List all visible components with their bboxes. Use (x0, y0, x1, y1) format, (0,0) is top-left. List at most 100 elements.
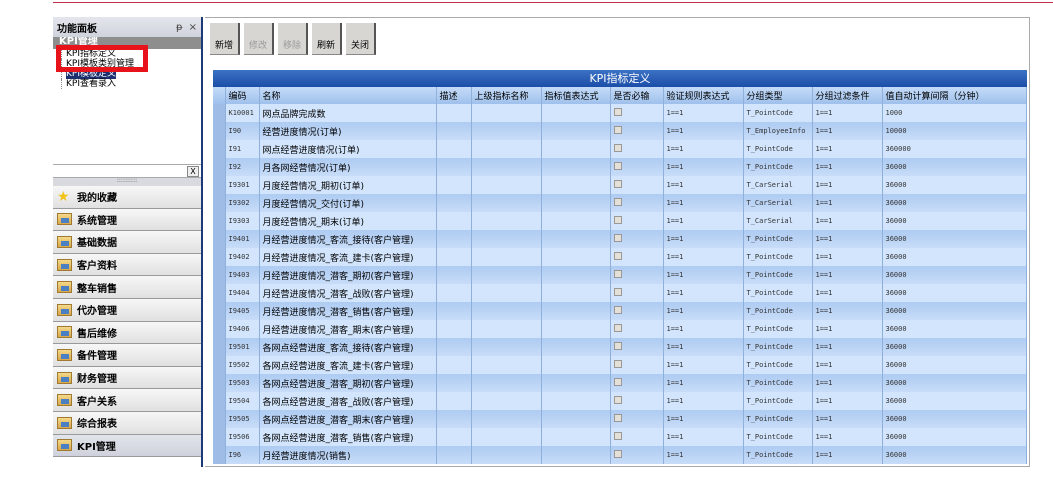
required-checkbox[interactable] (613, 395, 622, 404)
table-row[interactable]: I9302 月度经营情况_交付(订单) 1==1 T_CarSerial 1==1 360… (213, 194, 1027, 212)
required-checkbox[interactable] (613, 197, 622, 206)
table-row[interactable]: I9501 各网点经营进度_客流_接待(客户管理) 1==1 T_PointCode 1… (213, 338, 1027, 356)
accordion-item[interactable]: 备件管理 (53, 344, 201, 367)
tree-item[interactable]: KPI模板类别管理 (61, 59, 201, 69)
row-indicator[interactable] (213, 122, 226, 140)
row-indicator[interactable] (213, 104, 226, 122)
required-checkbox[interactable] (613, 449, 622, 458)
table-row[interactable]: I9301 月度经营情况_期初(订单) 1==1 T_CarSerial 1==1 360… (213, 176, 1027, 194)
accordion-item[interactable]: 财务管理 (53, 366, 201, 390)
close-button[interactable]: 关闭 (346, 23, 376, 55)
accordion-item[interactable]: 代办管理 (53, 298, 201, 322)
accordion-label: 财务管理 (77, 374, 117, 386)
table-row[interactable]: I9503 各网点经营进度_潜客_期初(客户管理) 1==1 T_PointCode 1… (213, 374, 1027, 392)
accordion-item[interactable]: KPI管理 (53, 434, 201, 458)
row-indicator[interactable] (213, 194, 226, 212)
row-indicator[interactable] (213, 392, 226, 410)
row-indicator[interactable] (213, 410, 226, 428)
table-row[interactable]: I9505 各网点经营进度_潜客_期末(客户管理) 1==1 T_PointCode 1… (213, 410, 1027, 428)
column-header[interactable]: 分组过滤条件 (812, 87, 883, 104)
table-row[interactable]: I96 月经营进度情况(销售) 1==1 T_PointCode 1==1 36000 (213, 446, 1027, 464)
remove-button[interactable]: 移除 (278, 23, 308, 55)
required-checkbox[interactable] (613, 305, 622, 314)
row-indicator[interactable] (213, 158, 226, 176)
row-indicator[interactable] (213, 248, 226, 266)
add-button[interactable]: 新增 (210, 23, 240, 55)
column-header[interactable]: 验证规则表达式 (663, 87, 744, 104)
edit-button[interactable]: 修改 (244, 23, 274, 55)
column-header[interactable]: 编码 (225, 87, 260, 104)
tree-item[interactable]: KPI指标定义 (61, 49, 201, 59)
table-row[interactable]: I9502 各网点经营进度_客流_建卡(客户管理) 1==1 T_PointCode 1… (213, 356, 1027, 374)
row-indicator[interactable] (213, 338, 226, 356)
required-checkbox[interactable] (613, 215, 622, 224)
table-row[interactable]: I9404 月经营进度情况_潜客_战败(客户管理) 1==1 T_PointCode 1… (213, 284, 1027, 302)
refresh-button[interactable]: 刷新 (312, 23, 342, 55)
row-indicator[interactable] (213, 302, 226, 320)
accordion-item[interactable]: ★ 我的收藏 (53, 186, 201, 209)
table-row[interactable]: I9406 月经营进度情况_潜客_期末(客户管理) 1==1 T_PointCode 1… (213, 320, 1027, 338)
accordion-item[interactable]: 客户资料 (53, 253, 201, 277)
name-cell: 各网点经营进度_客流_建卡(客户管理) (259, 356, 437, 374)
required-checkbox[interactable] (613, 125, 622, 134)
table-row[interactable]: I9405 月经营进度情况_潜客_销售(客户管理) 1==1 T_PointCode 1… (213, 302, 1027, 320)
row-indicator[interactable] (213, 176, 226, 194)
row-indicator[interactable] (213, 446, 226, 464)
table-row[interactable]: I9402 月经营进度情况_客流_建卡(客户管理) 1==1 T_PointCode 1… (213, 248, 1027, 266)
accordion-item[interactable]: 售后维修 (53, 321, 201, 345)
row-indicator[interactable] (213, 428, 226, 446)
column-header[interactable]: 名称 (259, 87, 437, 104)
required-checkbox[interactable] (613, 413, 622, 422)
required-checkbox[interactable] (613, 269, 622, 278)
table-row[interactable]: I9403 月经营进度情况_潜客_期初(客户管理) 1==1 T_PointCode 1… (213, 266, 1027, 284)
splitter-handle[interactable]: :::::::::: (53, 178, 201, 186)
table-row[interactable]: I9401 月经营进度情况_客流_接待(客户管理) 1==1 T_PointCode 1… (213, 230, 1027, 248)
row-indicator[interactable] (213, 140, 226, 158)
row-indicator[interactable] (213, 374, 226, 392)
required-checkbox[interactable] (613, 341, 622, 350)
value-expression-cell (541, 266, 611, 284)
tree-item[interactable]: KPI模板定义 (61, 69, 201, 79)
row-indicator[interactable] (213, 284, 226, 302)
row-indicator[interactable] (213, 356, 226, 374)
required-checkbox[interactable] (613, 431, 622, 440)
column-header[interactable]: 值自动计算间隔（分钟） (882, 87, 1027, 104)
accordion-item[interactable]: 整车销售 (53, 276, 201, 299)
required-checkbox[interactable] (613, 251, 622, 260)
accordion-item[interactable]: 系统管理 (53, 208, 201, 232)
table-row[interactable]: I9504 各网点经营进度_潜客_战败(客户管理) 1==1 T_PointCode 1… (213, 392, 1027, 410)
column-header[interactable]: 分组类型 (743, 87, 813, 104)
tree-item[interactable]: KPI查看录入 (61, 79, 201, 89)
accordion-item[interactable]: 基础数据 (53, 231, 201, 254)
table-row[interactable]: K10001 网点品牌完成数 1==1 T_PointCode 1==1 1000 (213, 104, 1027, 122)
column-header[interactable]: 描述 (436, 87, 472, 104)
row-indicator[interactable] (213, 320, 226, 338)
group-filter-cell: 1==1 (812, 356, 883, 374)
row-indicator[interactable] (213, 230, 226, 248)
table-row[interactable]: I90 经营进度情况(订单) 1==1 T_EmployeeInfo 1==1 10000 (213, 122, 1027, 140)
required-checkbox[interactable] (613, 107, 622, 116)
required-checkbox[interactable] (613, 143, 622, 152)
required-checkbox[interactable] (613, 233, 622, 242)
clear-filter-button[interactable]: X (187, 166, 199, 177)
row-indicator[interactable] (213, 212, 226, 230)
required-checkbox[interactable] (613, 323, 622, 332)
table-row[interactable]: I92 月各网经营情况(订单) 1==1 T_PointCode 1==1 36000 (213, 158, 1027, 176)
required-checkbox[interactable] (613, 377, 622, 386)
required-checkbox[interactable] (613, 359, 622, 368)
pin-icon[interactable]: ᵽ (175, 21, 183, 33)
accordion-item[interactable]: 客户关系 (53, 389, 201, 412)
required-checkbox[interactable] (613, 161, 622, 170)
required-checkbox[interactable] (613, 179, 622, 188)
required-checkbox[interactable] (613, 287, 622, 296)
column-header[interactable]: 是否必输 (610, 87, 664, 104)
row-indicator[interactable] (213, 266, 226, 284)
accordion-item[interactable]: 综合报表 (53, 411, 201, 435)
table-row[interactable]: I9506 各网点经营进度_潜客_销售(客户管理) 1==1 T_PointCode 1… (213, 428, 1027, 446)
table-row[interactable]: I9303 月度经营情况_期末(订单) 1==1 T_CarSerial 1==1 360… (213, 212, 1027, 230)
group-filter-cell: 1==1 (812, 392, 883, 410)
close-icon[interactable]: × (188, 21, 197, 33)
column-header[interactable]: 上级指标名称 (471, 87, 542, 104)
column-header[interactable]: 指标值表达式 (541, 87, 611, 104)
table-row[interactable]: I91 网点经营进度情况(订单) 1==1 T_PointCode 1==1 360000 (213, 140, 1027, 158)
